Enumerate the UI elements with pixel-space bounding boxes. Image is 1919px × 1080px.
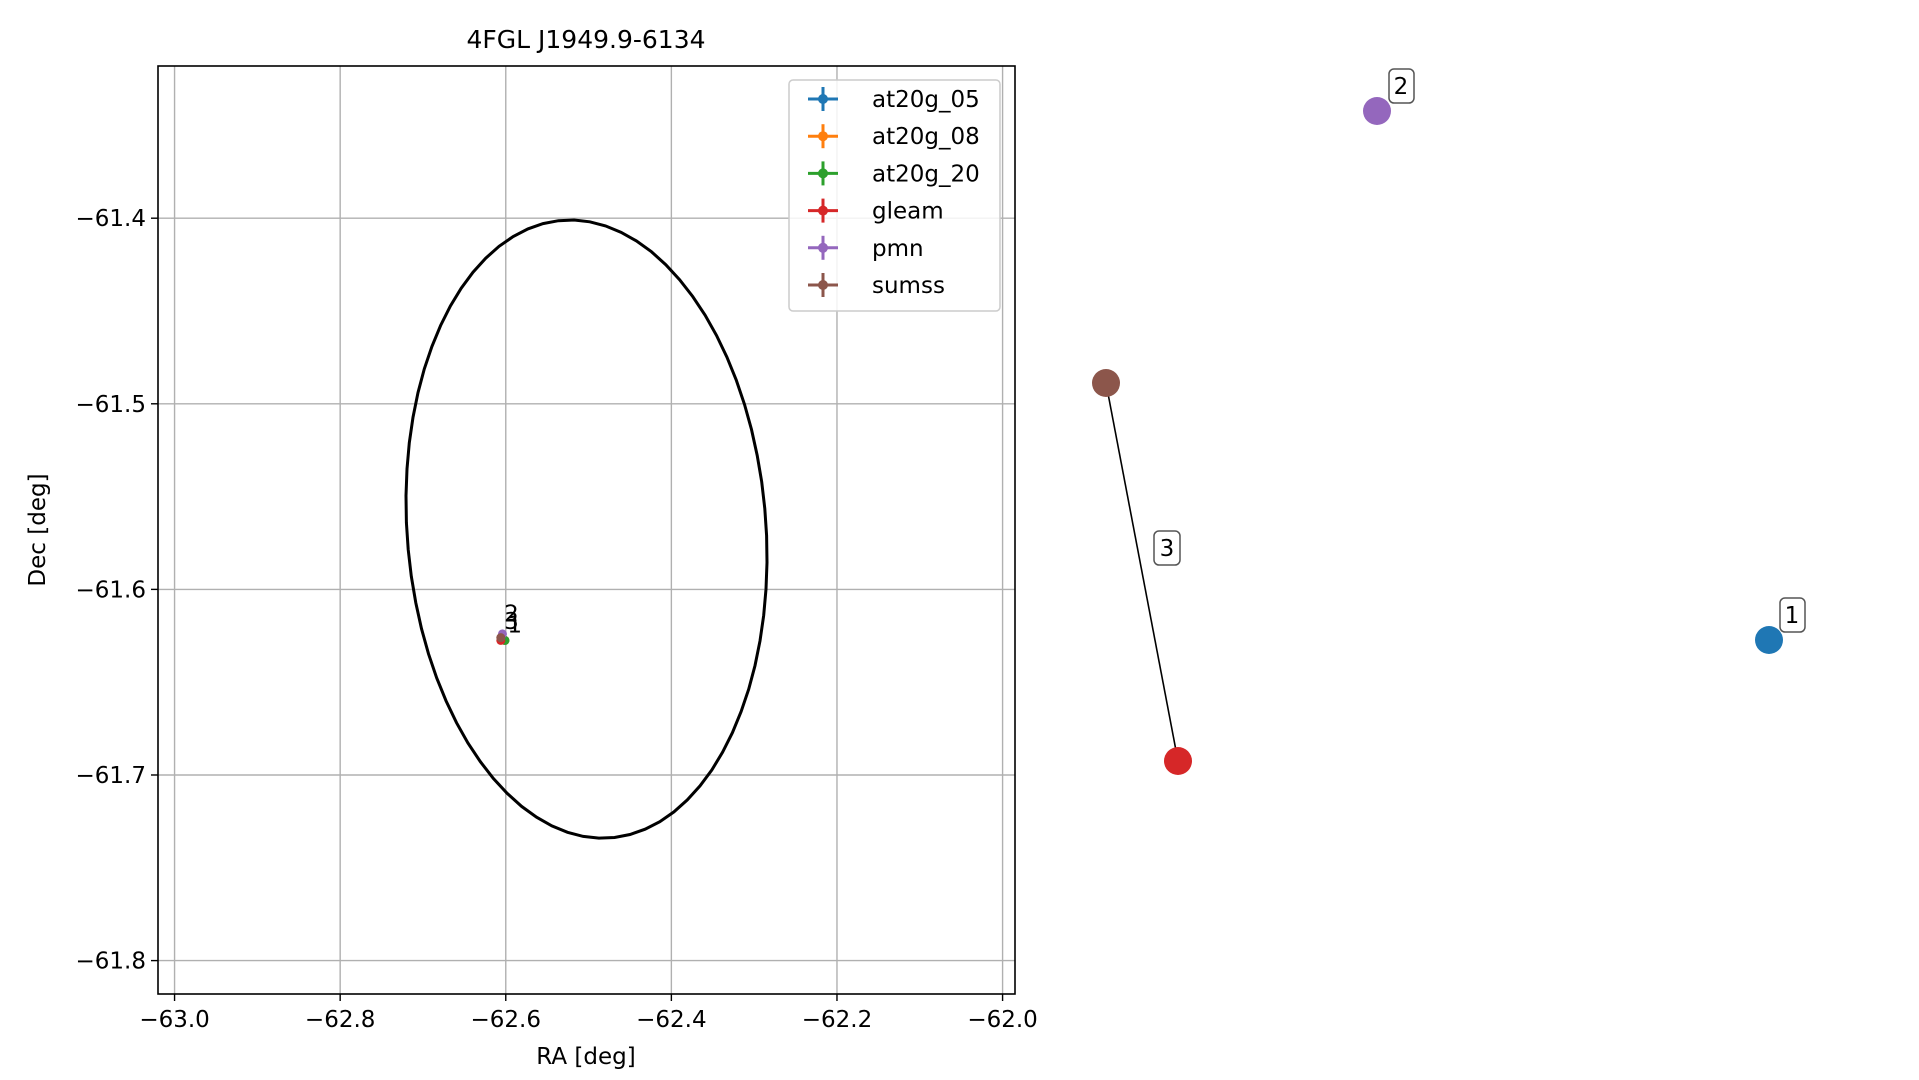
point-label: 1 <box>507 613 522 639</box>
legend-marker-at20g_05 <box>818 94 828 104</box>
legend-marker-at20g_20 <box>818 168 828 179</box>
graph-node-at20g <box>1755 626 1783 654</box>
graph-node-gleam <box>1164 747 1192 775</box>
graph-node-pmn-label-box <box>1388 68 1415 104</box>
point-label: 3 <box>504 609 519 635</box>
graph-node-pmn <box>1363 97 1391 125</box>
legend-label-at20g_08: at20g_08 <box>872 124 980 150</box>
legend-label-at20g_05: at20g_05 <box>872 87 980 113</box>
legend-frame <box>788 79 1001 312</box>
axis-ticks: −63.0 −62.8 −62.6 −62.4 −62.2 −62.0 −61.4 −61.5… <box>76 206 1038 1033</box>
error-ellipse-path <box>404 218 769 840</box>
legend-marker-sumss <box>818 280 828 290</box>
y-tick-label: −61.6 <box>76 577 146 603</box>
x-tick-label: −62.0 <box>967 1007 1037 1033</box>
y-tick-label: −61.4 <box>76 206 146 232</box>
point-sumss <box>496 633 506 643</box>
graph-edge-sumss-gleam <box>1105 382 1179 762</box>
x-axis-label: RA [deg] <box>536 1044 635 1070</box>
sky-plot: 4FGL J1949.9-6134 231 −63.0 −62.8 −62.6 −62… <box>25 25 1038 1070</box>
axes-frame <box>157 65 1016 995</box>
error-ellipse <box>404 218 769 840</box>
chart-title: 4FGL J1949.9-6134 <box>466 25 705 54</box>
y-axis-label: Dec [deg] <box>25 473 51 586</box>
x-tick-label: −63.0 <box>139 1007 209 1033</box>
data-points <box>496 629 510 645</box>
x-tick-label: −62.8 <box>305 1007 375 1033</box>
graph-node-at20g-label-box <box>1779 597 1806 633</box>
graph-edge-label-box <box>1153 530 1181 566</box>
grid <box>158 66 1015 994</box>
graph-edge-label: 3 <box>1160 536 1175 562</box>
x-tick-label: −62.6 <box>471 1007 541 1033</box>
legend-label-at20g_20: at20g_20 <box>872 161 980 187</box>
association-graph: 3 2 1 <box>1092 68 1806 775</box>
legend-label-pmn: pmn <box>872 236 924 262</box>
legend-marker-pmn <box>818 242 828 253</box>
x-tick-label: −62.4 <box>636 1007 706 1033</box>
y-tick-label: −61.5 <box>76 392 146 418</box>
graph-node-sumss <box>1092 369 1120 397</box>
y-tick-label: −61.8 <box>76 949 146 975</box>
legend-label-sumss: sumss <box>872 273 945 299</box>
y-tick-label: −61.7 <box>76 763 146 789</box>
graph-node-pmn-label: 2 <box>1394 74 1409 100</box>
graph-node-at20g-label: 1 <box>1785 603 1800 629</box>
legend-marker-at20g_08 <box>818 131 828 142</box>
legend-label-gleam: gleam <box>872 199 944 225</box>
point-labels: 231 <box>504 602 522 639</box>
legend-marker-gleam <box>818 205 828 216</box>
x-tick-label: −62.2 <box>802 1007 872 1033</box>
point-label: 2 <box>504 602 519 628</box>
